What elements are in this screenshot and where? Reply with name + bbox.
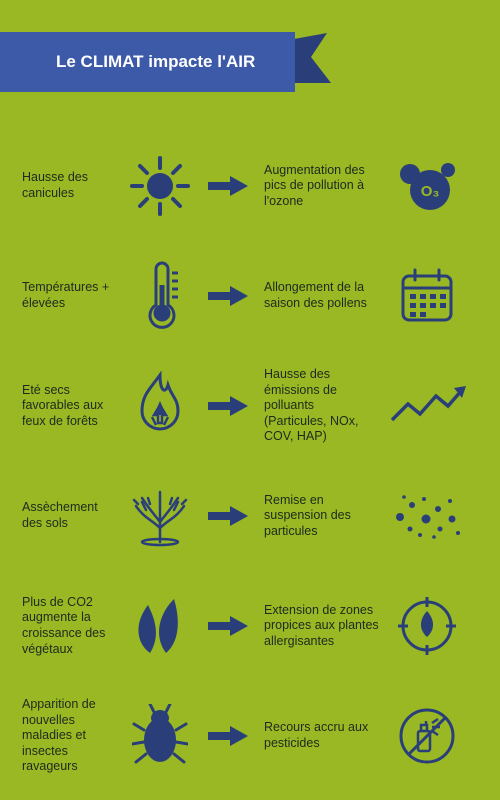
cause-text: Hausse des canicules [22,170,122,201]
allergen-target-icon [386,595,468,657]
particles-icon [386,489,468,543]
arrow-icon [198,724,258,748]
effect-text: Extension de zones propices aux plantes … [258,603,386,650]
effect-text: Allongement de la saison des pollens [258,280,386,311]
cause-text: Plus de CO2 augmente la croissance des v… [22,595,122,658]
thermometer-icon [122,261,198,331]
row-5: Plus de CO2 augmente la croissance des v… [22,580,482,672]
banner-title: Le CLIMAT impacte l'AIR [56,52,255,71]
row-6: Apparition de nouvelles maladies et inse… [22,690,482,782]
title-banner: Le CLIMAT impacte l'AIR [0,32,337,92]
row-4: Assèchement des sols [22,470,482,562]
arrow-icon [198,284,258,308]
cause-text: Apparition de nouvelles maladies et inse… [22,697,122,775]
banner-main: Le CLIMAT impacte l'AIR [0,32,295,92]
bug-icon [122,704,198,768]
calendar-icon [386,266,468,326]
infographic-rows: Hausse des canicules [0,140,500,800]
trend-up-icon [386,384,468,428]
arrow-icon [198,394,258,418]
row-3: Eté secs favorables aux feux de forêts H… [22,360,482,452]
spray-ban-icon [386,705,468,767]
dry-plant-icon [122,484,198,548]
effect-text: Hausse des émissions de polluants (Parti… [258,367,386,445]
effect-text: Remise en suspension des particules [258,493,386,540]
leaves-icon [122,593,198,659]
ozone-icon: O₃ [386,156,468,216]
fire-icon [122,371,198,441]
effect-text: Recours accru aux pesticides [258,720,386,751]
effect-text: Augmentation des pics de pollution à l'o… [258,163,386,210]
cause-text: Assèchement des sols [22,500,122,531]
arrow-icon [198,504,258,528]
cause-text: Eté secs favorables aux feux de forêts [22,383,122,430]
sun-icon [122,154,198,218]
row-1: Hausse des canicules [22,140,482,232]
arrow-icon [198,174,258,198]
svg-text:O₃: O₃ [421,183,440,200]
cause-text: Températures + élevées [22,280,122,311]
row-2: Températures + élevées Allongement [22,250,482,342]
arrow-icon [198,614,258,638]
